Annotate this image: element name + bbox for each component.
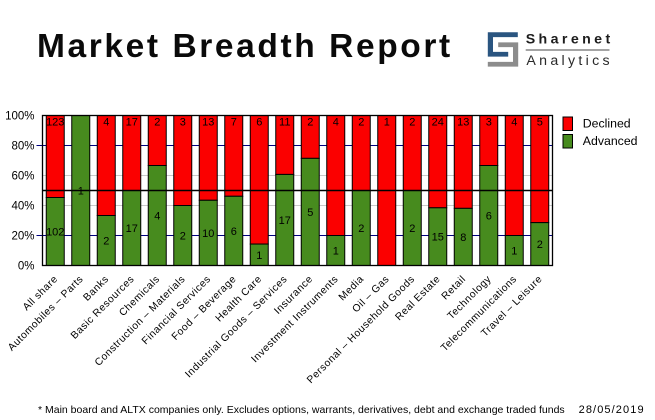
svg-text:3: 3: [486, 117, 492, 129]
svg-text:3: 3: [180, 117, 186, 129]
svg-text:28/05/2019: 28/05/2019: [579, 404, 645, 416]
svg-text:1: 1: [78, 186, 84, 198]
svg-text:1: 1: [333, 246, 339, 258]
svg-text:1: 1: [256, 250, 262, 262]
svg-text:17: 17: [126, 117, 138, 129]
svg-text:100%: 100%: [5, 111, 34, 123]
svg-text:2: 2: [409, 223, 415, 235]
svg-text:2: 2: [307, 117, 313, 129]
svg-text:80%: 80%: [11, 141, 34, 153]
svg-text:5: 5: [537, 117, 543, 129]
svg-text:2: 2: [358, 223, 364, 235]
svg-text:6: 6: [256, 117, 262, 129]
svg-text:17: 17: [126, 223, 138, 235]
svg-text:102: 102: [46, 227, 64, 239]
svg-text:60%: 60%: [11, 171, 34, 183]
svg-text:40%: 40%: [11, 201, 34, 213]
svg-text:123: 123: [46, 117, 64, 129]
svg-text:2: 2: [154, 117, 160, 129]
svg-text:0%: 0%: [18, 261, 35, 273]
svg-text:Declined: Declined: [583, 117, 631, 131]
svg-text:Sharenet: Sharenet: [526, 31, 614, 47]
svg-text:24: 24: [432, 117, 444, 129]
svg-text:13: 13: [202, 117, 214, 129]
svg-text:2: 2: [537, 239, 543, 251]
svg-text:4: 4: [333, 117, 339, 129]
svg-text:2: 2: [358, 117, 364, 129]
svg-text:2: 2: [409, 117, 415, 129]
svg-text:2: 2: [103, 236, 109, 248]
svg-text:4: 4: [103, 117, 109, 129]
svg-text:6: 6: [231, 226, 237, 238]
svg-text:1: 1: [511, 246, 517, 258]
svg-text:2: 2: [180, 231, 186, 243]
svg-text:20%: 20%: [11, 231, 34, 243]
svg-text:10: 10: [202, 228, 214, 240]
svg-text:4: 4: [511, 117, 517, 129]
svg-text:* Main board and ALTX companie: * Main board and ALTX companies only. Ex…: [38, 404, 565, 416]
svg-text:8: 8: [460, 232, 466, 244]
svg-text:6: 6: [486, 211, 492, 223]
svg-text:Advanced: Advanced: [583, 134, 638, 148]
svg-text:Analytics: Analytics: [526, 53, 612, 69]
svg-text:13: 13: [457, 117, 469, 129]
svg-text:17: 17: [279, 215, 291, 227]
svg-text:7: 7: [231, 117, 237, 129]
svg-text:15: 15: [432, 232, 444, 244]
svg-text:1: 1: [384, 117, 390, 129]
svg-text:4: 4: [154, 211, 160, 223]
svg-text:Market Breadth Report: Market Breadth Report: [37, 28, 453, 65]
svg-text:5: 5: [307, 207, 313, 219]
svg-text:11: 11: [279, 117, 290, 129]
